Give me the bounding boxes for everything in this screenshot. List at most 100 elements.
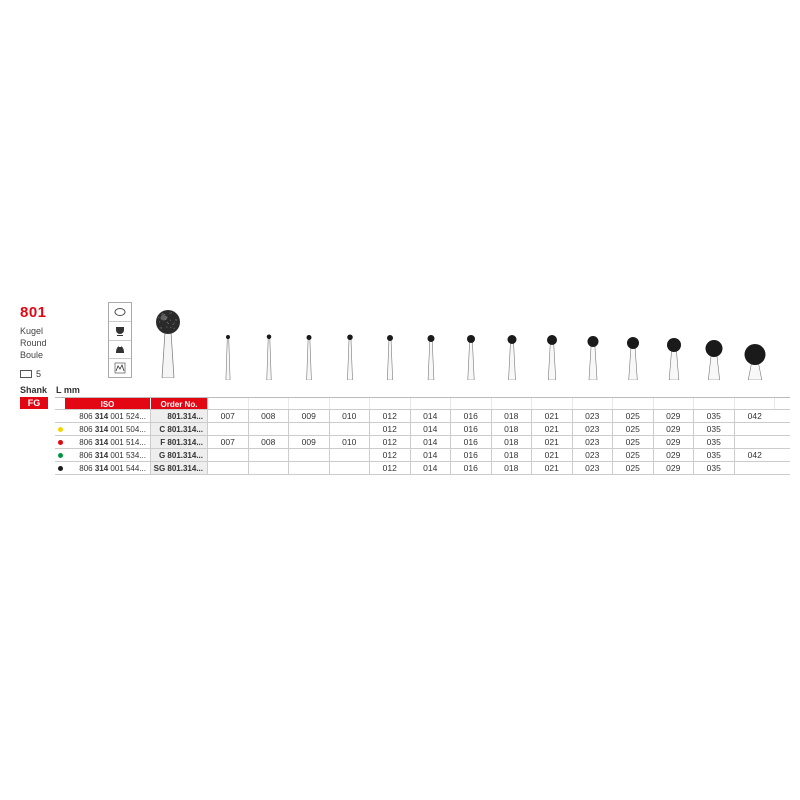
usage-icon-2 [109, 321, 131, 340]
bur-size-row [208, 300, 788, 380]
size-cell: 007 [208, 410, 249, 422]
size-cell: 012 [370, 423, 411, 435]
size-cell: 012 [370, 436, 411, 448]
size-header-cell [249, 398, 290, 409]
size-cell: 014 [411, 436, 452, 448]
size-cell: 018 [492, 449, 533, 461]
size-cell: 007 [208, 436, 249, 448]
size-header-cell [330, 398, 371, 409]
size-header-cell [492, 398, 533, 409]
size-cell: 018 [492, 410, 533, 422]
bur-icon [654, 300, 695, 380]
product-info: 801 Kugel Round Boule 5 [20, 304, 110, 379]
usage-icon-4 [109, 358, 131, 377]
size-cell: 029 [654, 462, 695, 474]
size-header-cell [451, 398, 492, 409]
grit-dot-cell [55, 436, 65, 448]
size-cell: 029 [654, 449, 695, 461]
box-icon [20, 370, 32, 378]
bur-icon [613, 300, 654, 380]
bur-icon [735, 300, 776, 380]
grit-dot-cell [55, 410, 65, 422]
size-cell: 035 [694, 436, 735, 448]
size-cell: 009 [289, 410, 330, 422]
size-cell: 016 [451, 449, 492, 461]
size-cell: 018 [492, 423, 533, 435]
size-cell: 035 [694, 462, 735, 474]
table-row: 806 314 001 514...F 801.314...0070080090… [55, 436, 790, 449]
catalog-panel: 801 Kugel Round Boule 5 Shank L mm FG [0, 0, 800, 800]
size-cell [208, 423, 249, 435]
table-row: 806 314 001 544...SG 801.314...012014016… [55, 462, 790, 475]
size-cell: 029 [654, 410, 695, 422]
iso-cell: 806 314 001 544... [65, 462, 151, 474]
size-cell: 025 [613, 462, 654, 474]
size-cell: 012 [370, 410, 411, 422]
size-cell: 021 [532, 449, 573, 461]
size-cell [289, 423, 330, 435]
size-header-cell [613, 398, 654, 409]
table-header-labels: Shank L mm [20, 384, 790, 398]
size-cell: 014 [411, 423, 452, 435]
usage-icon-1 [109, 303, 131, 321]
size-cell: 016 [451, 436, 492, 448]
size-cell: 023 [573, 436, 614, 448]
size-cell: 023 [573, 462, 614, 474]
size-header-cell [532, 398, 573, 409]
size-cell: 023 [573, 410, 614, 422]
size-cell: 023 [573, 423, 614, 435]
size-header-cell [370, 398, 411, 409]
size-header-cell [573, 398, 614, 409]
pack-quantity: 5 [20, 369, 110, 379]
size-cell [735, 462, 776, 474]
size-cell: 014 [411, 449, 452, 461]
size-header-cell [411, 398, 452, 409]
grit-dot-icon [58, 440, 63, 445]
shank-label: Shank [20, 384, 56, 398]
table-header-row: ISOOrder No. [55, 398, 790, 410]
name-fr: Boule [20, 349, 110, 361]
grit-dot-icon [58, 453, 63, 458]
size-cell: 014 [411, 462, 452, 474]
grit-dot-cell [55, 449, 65, 461]
size-table: ISOOrder No.806 314 001 524...801.314...… [55, 397, 790, 475]
size-cell: 021 [532, 436, 573, 448]
size-cell: 023 [573, 449, 614, 461]
bur-icon [411, 300, 452, 380]
iso-header: ISO [65, 398, 151, 409]
size-cell [330, 449, 371, 461]
size-cell [330, 462, 371, 474]
size-cell: 018 [492, 436, 533, 448]
main-illustration [142, 300, 194, 378]
size-cell: 010 [330, 410, 371, 422]
size-cell: 016 [451, 423, 492, 435]
size-cell [249, 462, 290, 474]
size-cell: 021 [532, 423, 573, 435]
iso-cell: 806 314 001 504... [65, 423, 151, 435]
size-cell [289, 462, 330, 474]
size-header-cell [735, 398, 776, 409]
size-cell [208, 462, 249, 474]
product-code: 801 [20, 304, 110, 321]
order-cell: SG 801.314... [151, 462, 208, 474]
size-cell: 025 [613, 410, 654, 422]
grit-dot-icon [58, 466, 63, 471]
table-row: 806 314 001 504...C 801.314...0120140160… [55, 423, 790, 436]
iso-cell: 806 314 001 534... [65, 449, 151, 461]
size-header-cell [694, 398, 735, 409]
bur-icon [330, 300, 371, 380]
size-cell: 025 [613, 449, 654, 461]
size-cell: 035 [694, 423, 735, 435]
name-de: Kugel [20, 325, 110, 337]
size-cell: 029 [654, 423, 695, 435]
size-cell: 016 [451, 410, 492, 422]
pack-qty-value: 5 [36, 369, 41, 379]
usage-icon-3 [109, 340, 131, 359]
size-cell: 042 [735, 449, 776, 461]
order-cell: F 801.314... [151, 436, 208, 448]
size-cell: 012 [370, 462, 411, 474]
bur-icon [492, 300, 533, 380]
size-cell: 042 [735, 410, 776, 422]
size-cell: 021 [532, 410, 573, 422]
size-cell: 008 [249, 410, 290, 422]
